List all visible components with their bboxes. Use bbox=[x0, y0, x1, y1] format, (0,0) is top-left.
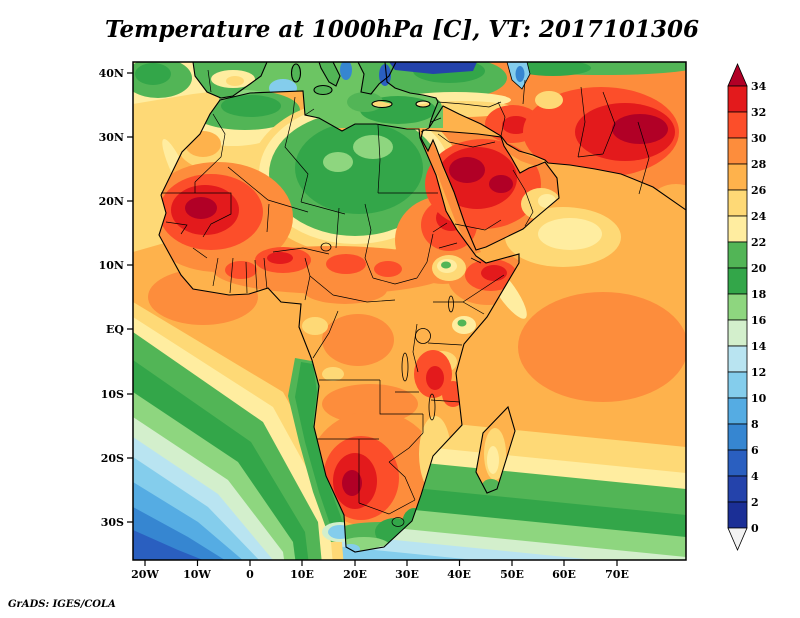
land-shading bbox=[159, 62, 686, 552]
colorbar-label: 34 bbox=[751, 80, 767, 93]
colorbar-under-arrow bbox=[727, 527, 748, 552]
colorbar-cell bbox=[727, 319, 748, 347]
lat-axis: 40N 30N 20N 10N EQ 10S 20S 30S bbox=[99, 67, 133, 529]
lon-tick-label: 10E bbox=[290, 568, 314, 581]
colorbar-label: 26 bbox=[751, 184, 767, 197]
colorbar-cell bbox=[727, 345, 748, 373]
colorbar-cell bbox=[727, 293, 748, 321]
colorbar-label: 16 bbox=[751, 314, 767, 327]
colorbar-cell bbox=[727, 241, 748, 269]
lat-tick-label: 20S bbox=[101, 452, 124, 465]
colorbar-label: 2 bbox=[751, 496, 759, 509]
lon-tick-label: 10W bbox=[183, 568, 211, 581]
colorbar-label: 20 bbox=[751, 262, 767, 275]
colorbar-cell bbox=[727, 215, 748, 243]
lon-tick-label: 20W bbox=[131, 568, 159, 581]
grads-attribution: GrADS: IGES/COLA bbox=[8, 599, 116, 610]
colorbar-label: 30 bbox=[751, 132, 767, 145]
colorbar-cell bbox=[727, 163, 748, 191]
colorbar-label: 4 bbox=[751, 470, 759, 483]
colorbar-label: 12 bbox=[751, 366, 766, 379]
colorbar-label: 24 bbox=[751, 210, 767, 223]
colorbar-label: 6 bbox=[751, 444, 759, 457]
lat-tick-label: 10N bbox=[99, 259, 124, 272]
colorbar-label: 28 bbox=[751, 158, 767, 171]
plot-frame bbox=[132, 61, 687, 561]
colorbar-label: 14 bbox=[751, 340, 767, 353]
colorbar-cell bbox=[727, 501, 748, 529]
lon-tick-label: 30E bbox=[395, 568, 419, 581]
lat-tick-label: 20N bbox=[99, 195, 124, 208]
lon-tick-label: 20E bbox=[343, 568, 367, 581]
colorbar-cell bbox=[727, 397, 748, 425]
lat-tick-label: 10S bbox=[101, 388, 124, 401]
colorbar-label: 8 bbox=[751, 418, 759, 431]
colorbar-cell bbox=[727, 137, 748, 165]
lon-tick-label: 0 bbox=[246, 568, 254, 581]
colorbar-cell bbox=[727, 423, 748, 451]
lon-tick-label: 50E bbox=[500, 568, 524, 581]
colorbar-cell bbox=[727, 449, 748, 477]
colorbar-label: 10 bbox=[751, 392, 767, 405]
colorbar-cell bbox=[727, 85, 748, 113]
plot-title: Temperature at 1000hPa [C], VT: 20171013… bbox=[105, 16, 699, 43]
colorbar-label: 32 bbox=[751, 106, 766, 119]
colorbar-cell bbox=[727, 371, 748, 399]
lon-tick-label: 70E bbox=[605, 568, 629, 581]
colorbar-label: 18 bbox=[751, 288, 767, 301]
colorbar-label: 0 bbox=[751, 522, 759, 535]
lat-tick-label: 40N bbox=[99, 67, 124, 80]
lakes bbox=[320, 242, 454, 421]
lat-tick-label: 30N bbox=[99, 131, 124, 144]
colorbar-cell bbox=[727, 189, 748, 217]
map-area bbox=[133, 62, 686, 560]
colorbar-cell bbox=[727, 267, 748, 295]
lon-axis: 20W 10W 0 10E 20E 30E 40E 50E 60E 70E bbox=[131, 560, 629, 581]
inland-seas bbox=[379, 62, 531, 90]
lon-tick-label: 60E bbox=[552, 568, 576, 581]
lon-tick-label: 40E bbox=[447, 568, 471, 581]
colorbar-cell bbox=[727, 111, 748, 139]
lat-tick-label: 30S bbox=[101, 516, 124, 529]
colorbar-over-arrow bbox=[727, 62, 748, 87]
colorbar: 34 32 30 28 26 24 22 20 18 16 14 12 10 8… bbox=[727, 62, 767, 552]
lat-tick-label: EQ bbox=[106, 323, 124, 336]
colorbar-cell bbox=[727, 475, 748, 503]
country-borders bbox=[161, 69, 650, 527]
colorbar-label: 22 bbox=[751, 236, 766, 249]
